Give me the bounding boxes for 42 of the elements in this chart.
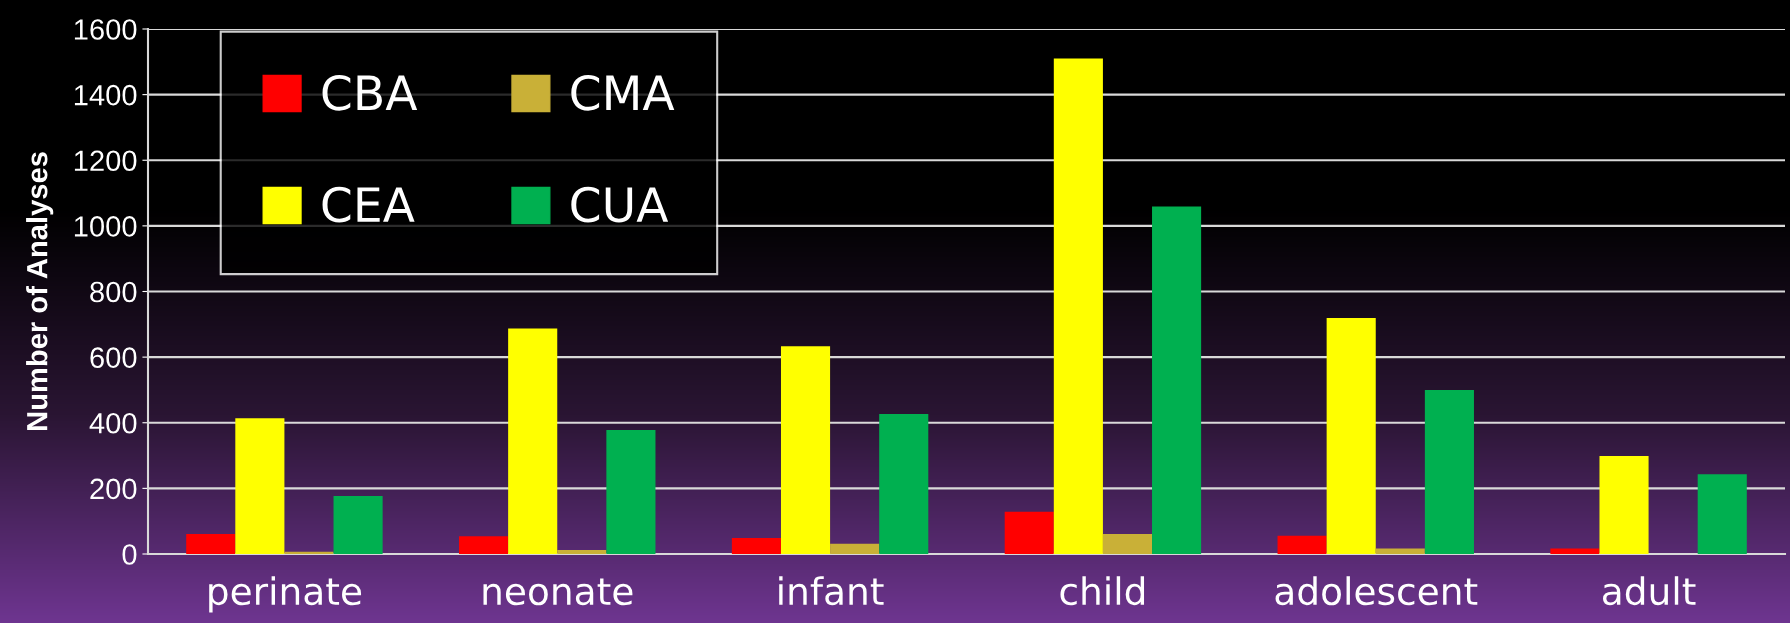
bar — [1375, 548, 1425, 554]
bar — [606, 429, 656, 554]
y-tick-label: 1200 — [74, 150, 137, 172]
bar — [1550, 548, 1600, 554]
y-tick-label: 200 — [90, 478, 137, 500]
legend-label: CMA — [571, 74, 675, 111]
bar — [1326, 318, 1376, 554]
y-tick-label: 1600 — [74, 19, 137, 40]
x-tick-label: child — [1060, 576, 1145, 606]
legend-label: CEA — [322, 186, 415, 223]
bar — [235, 418, 285, 554]
bar — [508, 328, 558, 554]
legend-label: CUA — [571, 186, 669, 223]
x-tick-label: infant — [779, 576, 884, 606]
bar — [1599, 455, 1649, 554]
bar — [1102, 533, 1153, 554]
x-tick-label: neonate — [483, 578, 633, 606]
y-axis-title: Number of Analyses — [26, 152, 54, 431]
y-tick-label: 400 — [89, 412, 137, 434]
bar — [731, 537, 781, 554]
bar — [830, 543, 880, 554]
bar — [459, 536, 509, 554]
y-tick-label: 800 — [90, 281, 137, 303]
y-tick-label: 1400 — [74, 84, 137, 106]
legend-label: CBA — [322, 74, 418, 111]
bar — [333, 495, 383, 554]
bar — [1053, 58, 1103, 554]
x-tick-label: adolescent — [1275, 576, 1478, 606]
bar — [879, 413, 929, 554]
bar — [1697, 474, 1747, 554]
bar — [1004, 511, 1054, 554]
bar — [186, 533, 236, 554]
x-tick-label: adult — [1603, 576, 1696, 606]
bar — [557, 550, 607, 554]
bar — [1424, 389, 1474, 554]
x-tick-label: perinate — [209, 576, 362, 613]
bar — [1152, 206, 1202, 554]
bar — [1277, 535, 1327, 554]
y-tick-label: 1000 — [74, 216, 137, 237]
bar — [780, 346, 831, 554]
y-tick-label: 0 — [122, 544, 137, 565]
y-tick-label: 600 — [90, 347, 137, 368]
